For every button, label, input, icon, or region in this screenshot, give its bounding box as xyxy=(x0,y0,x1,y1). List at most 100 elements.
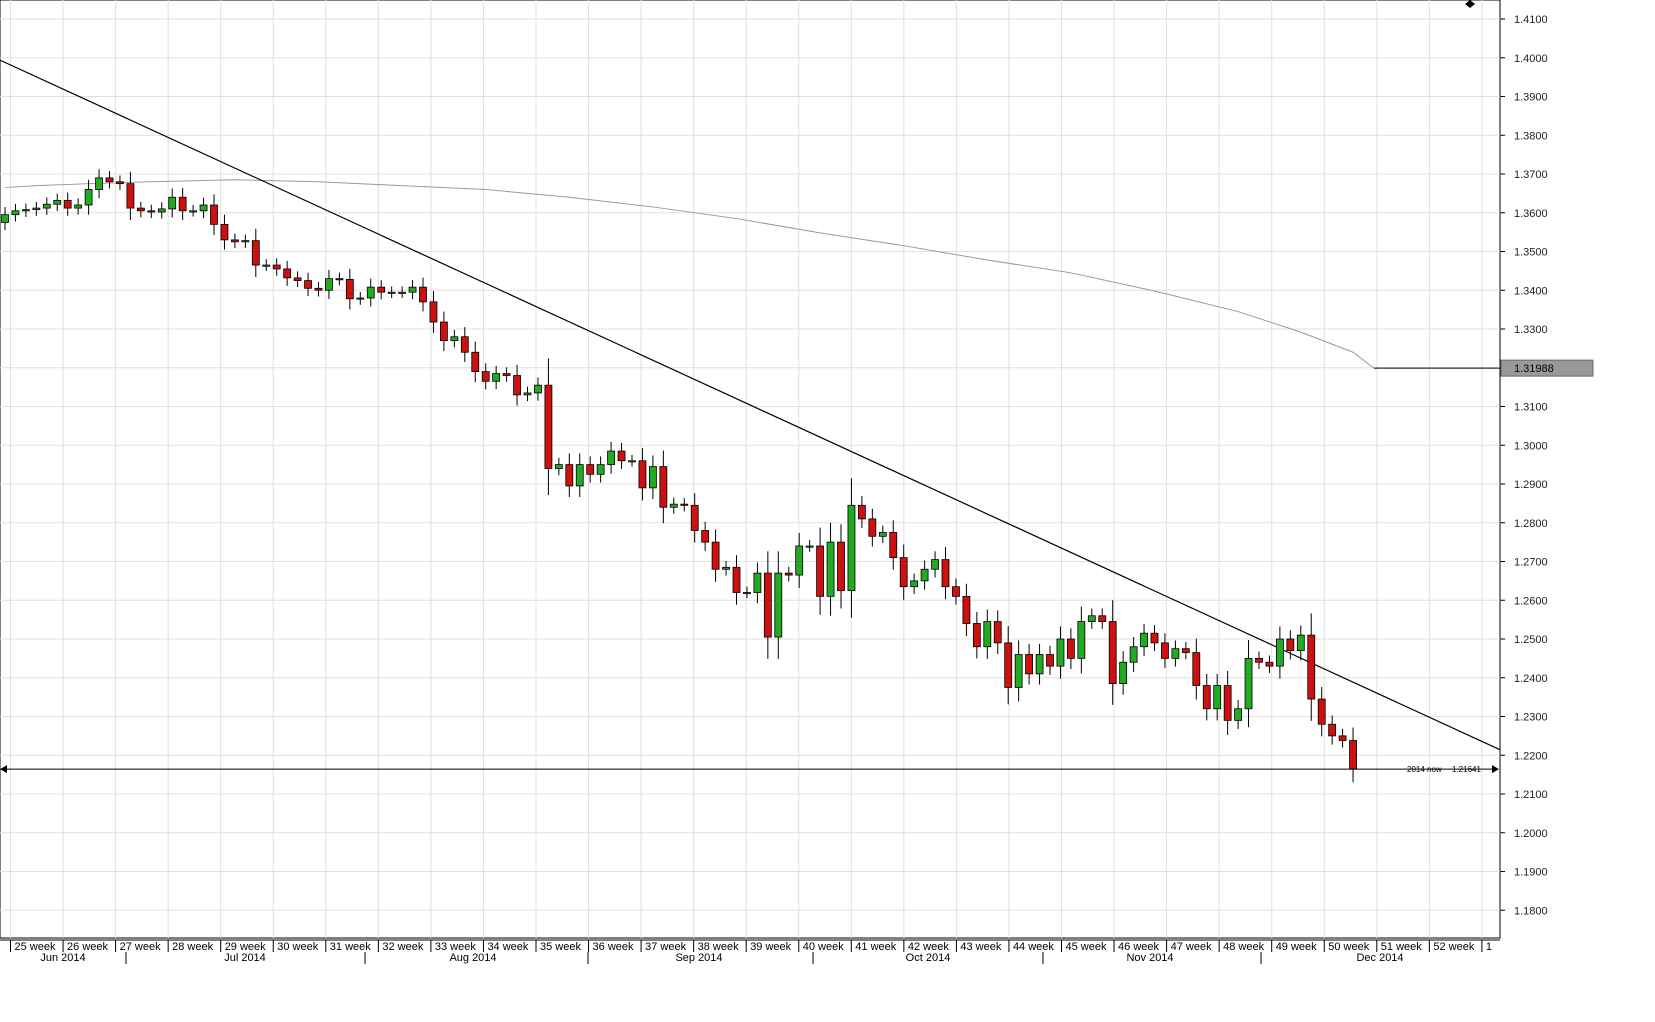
x-week-label: 36 week xyxy=(593,941,634,953)
candle-up xyxy=(84,189,93,206)
candle-down xyxy=(732,566,741,593)
candle-up xyxy=(408,286,417,293)
y-tick-label: 1.3300 xyxy=(1514,324,1548,336)
candle-up xyxy=(1119,661,1128,684)
candle-up xyxy=(32,207,41,211)
candle-down xyxy=(220,223,229,241)
x-week-label: 41 week xyxy=(855,941,896,953)
candle-up xyxy=(262,264,271,267)
candle-down xyxy=(565,464,574,487)
candle-down xyxy=(1161,642,1169,659)
candle-down xyxy=(941,559,950,588)
candle-up xyxy=(492,373,501,382)
candle-down xyxy=(471,351,480,373)
candle-down xyxy=(1046,654,1054,667)
candle-down xyxy=(1067,638,1075,659)
candle-up xyxy=(1087,615,1096,622)
candle-down xyxy=(147,210,156,213)
candle-down xyxy=(1338,735,1347,741)
x-week-label: 45 week xyxy=(1066,941,1107,953)
x-week-label: 29 week xyxy=(225,941,266,953)
candle-up xyxy=(795,545,804,576)
candle-down xyxy=(105,177,114,183)
candle-down xyxy=(335,278,344,281)
y-tick-label: 1.2500 xyxy=(1514,634,1548,646)
x-month-label: Jul 2014 xyxy=(224,952,266,964)
candle-down xyxy=(272,264,281,270)
x-month-label: Nov 2014 xyxy=(1126,952,1173,964)
y-tick-label: 1.3100 xyxy=(1514,402,1548,414)
candle-up xyxy=(753,572,762,593)
candle-up xyxy=(398,291,407,294)
x-month-label: Oct 2014 xyxy=(906,952,951,964)
x-week-label: 42 week xyxy=(908,941,949,953)
candle-down xyxy=(544,384,553,469)
x-week-label: 30 week xyxy=(277,941,318,953)
y-tick-label: 1.2400 xyxy=(1514,673,1548,685)
candle-down xyxy=(1255,657,1263,663)
y-tick-label: 1.3400 xyxy=(1514,285,1548,297)
y-tick-label: 1.4100 xyxy=(1514,14,1548,26)
candle-up xyxy=(1213,685,1222,710)
y-tick-label: 1.2200 xyxy=(1514,750,1548,762)
y-tick-label: 1.3800 xyxy=(1514,130,1548,142)
candle-up xyxy=(366,286,375,299)
price-marker-label: 1.31988 xyxy=(1514,363,1554,375)
candle-down xyxy=(439,321,448,342)
candle-up xyxy=(53,199,62,205)
diamond-icon xyxy=(1465,0,1475,8)
candle-down xyxy=(1108,621,1117,684)
candle-up xyxy=(1296,634,1305,652)
y-tick-label: 1.3500 xyxy=(1514,247,1548,259)
candle-down xyxy=(1004,642,1013,688)
y-tick-label: 1.2100 xyxy=(1514,789,1548,801)
x-week-label: 31 week xyxy=(330,941,371,953)
y-tick-label: 1.3700 xyxy=(1514,169,1548,181)
candle-up xyxy=(1244,657,1253,710)
candle-down xyxy=(638,460,647,489)
candle-up xyxy=(534,384,542,394)
candle-down xyxy=(481,371,490,382)
candle-down xyxy=(784,572,793,576)
x-week-label: 48 week xyxy=(1223,941,1264,953)
candle-down xyxy=(1286,638,1295,652)
y-tick-label: 1.3000 xyxy=(1514,440,1548,452)
candle-down xyxy=(502,373,511,376)
candle-up xyxy=(931,559,939,570)
plot-area xyxy=(0,0,1501,939)
now-label: 2014 now xyxy=(1407,765,1442,774)
x-week-label: 39 week xyxy=(750,941,791,953)
x-week-label: 47 week xyxy=(1171,941,1212,953)
candle-up xyxy=(805,545,814,548)
candle-down xyxy=(889,532,898,559)
candle-down xyxy=(1025,654,1033,675)
candle-down xyxy=(993,621,1002,644)
candle-down xyxy=(1223,685,1232,721)
candle-up xyxy=(74,204,83,209)
candle-up xyxy=(1035,654,1044,675)
current-price-label: 1.21641 xyxy=(1452,765,1481,774)
x-week-label: 51 week xyxy=(1381,941,1422,953)
candle-up xyxy=(356,297,365,300)
candle-down xyxy=(711,541,720,570)
candle-down xyxy=(293,277,302,281)
candle-up xyxy=(11,210,20,216)
candle-down xyxy=(345,278,354,300)
candle-up xyxy=(554,464,563,469)
x-week-label: 37 week xyxy=(645,941,686,953)
x-week-label: 50 week xyxy=(1328,941,1369,953)
candle-up xyxy=(1140,632,1148,648)
x-week-label: 26 week xyxy=(67,941,108,953)
y-tick-label: 1.3900 xyxy=(1514,92,1548,104)
candle-up xyxy=(1129,646,1138,663)
candle-up xyxy=(241,240,250,243)
candle-up xyxy=(325,278,333,291)
candle-down xyxy=(1181,648,1190,653)
candle-up xyxy=(1014,654,1023,688)
candle-up xyxy=(628,460,636,463)
candle-up xyxy=(649,466,657,489)
y-tick-label: 1.2000 xyxy=(1514,828,1548,840)
candle-down xyxy=(1349,740,1357,770)
candle-down xyxy=(429,301,438,323)
candle-down xyxy=(586,464,595,475)
